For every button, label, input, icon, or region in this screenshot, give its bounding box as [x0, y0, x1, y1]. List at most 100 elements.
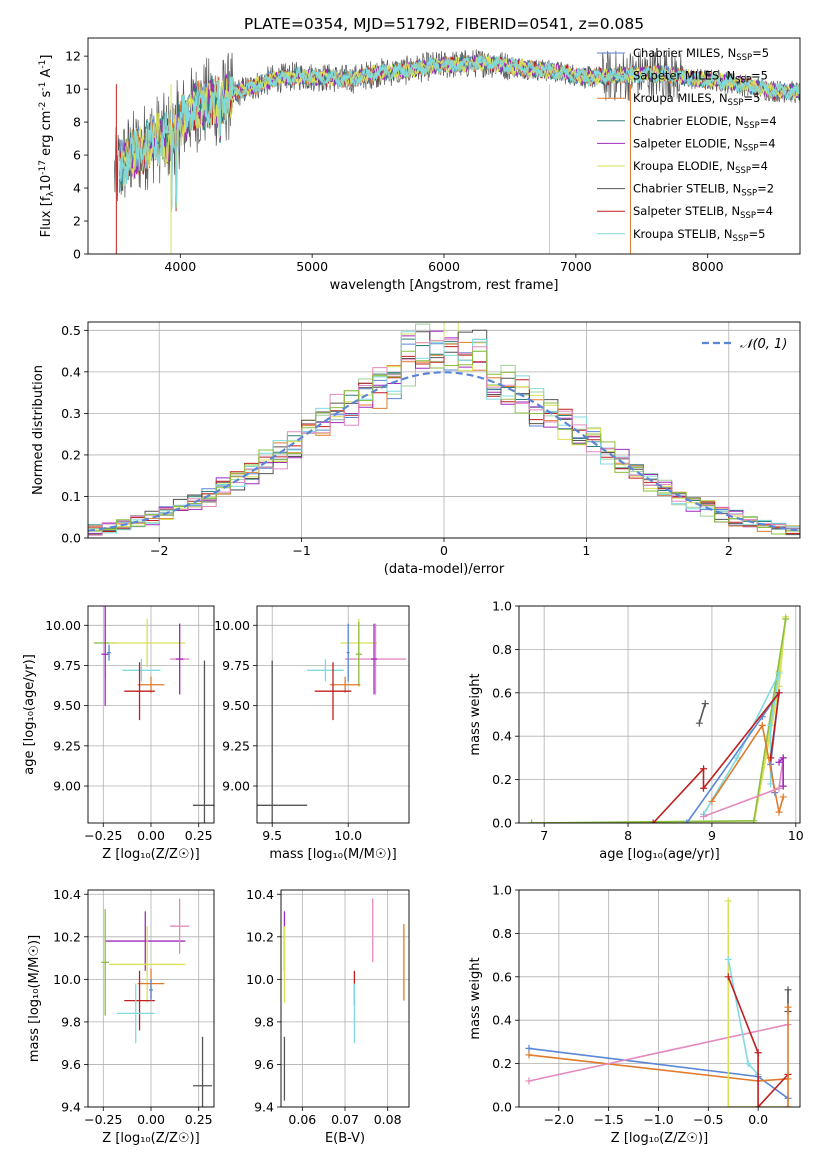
plot-area: [257, 618, 406, 823]
y-tick-label: 0.6: [492, 969, 512, 984]
x-tick-label: 0.25: [185, 828, 213, 843]
y-tick-label: 8: [73, 115, 81, 130]
x-tick-label: 8000: [692, 259, 724, 274]
y-tick-label: 0.2: [61, 447, 81, 462]
y-axis-label: Normed distribution: [31, 365, 46, 495]
axes-frame: [518, 605, 801, 824]
mass-weight-line: [528, 1023, 789, 1082]
x-tick-label: 2: [725, 543, 733, 558]
spectrum-line: [119, 53, 800, 209]
mass-weight-line: [531, 616, 787, 823]
x-tick-label: 10.0: [334, 828, 362, 843]
x-tick-label: 0.08: [374, 1112, 402, 1127]
y-tick-label: 9.00: [222, 779, 250, 794]
y-tick-label: 0.8: [492, 642, 512, 657]
y-tick-label: 0.8: [492, 926, 512, 941]
x-axis-label: Z [log₁₀(Z/Z☉)]: [102, 847, 199, 862]
y-tick-label: 0.4: [61, 364, 81, 379]
x-tick-label: 0.25: [185, 1112, 213, 1127]
y-tick-label: 9.8: [254, 1014, 274, 1029]
x-tick-label: 5000: [296, 259, 328, 274]
panel-mass_vs_ebv: 0.06 0.07 0.08 9.4 9.6 9.8 10.0 10.2 10.4 E(B-V): [246, 887, 410, 1146]
x-tick-label: 9: [708, 828, 716, 843]
mass-weight-marker: [683, 819, 691, 823]
y-tick-label: 12: [65, 49, 81, 64]
y-tick-label: 0.5: [61, 323, 81, 338]
data-point: [329, 676, 361, 693]
x-tick-label: 0.0: [748, 1112, 768, 1127]
x-tick-label: 0.06: [288, 1112, 316, 1127]
x-tick-label: −1.0: [643, 1112, 673, 1127]
y-tick-label: 9.8: [61, 1014, 81, 1029]
x-tick-label: 4000: [164, 259, 196, 274]
legend-entry: Salpeter STELIB, NSSP=4: [633, 204, 773, 221]
mass-weight-line: [727, 900, 788, 1107]
residual-histogram: [88, 331, 800, 534]
legend-entry: Chabrier STELIB, NSSP=2: [633, 182, 774, 199]
legend-entry: Salpeter ELODIE, NSSP=4: [633, 136, 776, 153]
mass-weight-marker: [744, 1060, 752, 1068]
legend-entry: Chabrier ELODIE, NSSP=4: [633, 114, 777, 131]
y-tick-label: 9.75: [222, 658, 250, 673]
data-point: [137, 676, 165, 693]
y-tick-label: 9.6: [254, 1057, 274, 1072]
data-point: [257, 660, 308, 823]
panel-mass_weight_vs_age: 7 8 9 10 0.0 0.2 0.4 0.6 0.8 1.0 age [log₁₀(age/yr…: [468, 599, 804, 863]
mass-weight-marker: [775, 689, 783, 697]
y-tick-label: 10.2: [246, 929, 274, 944]
panel-residuals: −2 −1 0 1 2 0.0 0.1 0.2 0.3 0.4 0.5 (data-model)/er…: [31, 321, 801, 577]
mass-weight-marker: [779, 754, 787, 762]
x-tick-label: 7000: [560, 259, 592, 274]
data-point: [149, 979, 153, 1001]
x-tick-label: 1: [582, 543, 590, 558]
y-tick-label: 10.0: [246, 972, 274, 987]
normal-reference-curve: [88, 371, 798, 532]
y-tick-label: 0.4: [492, 1013, 512, 1028]
mass-weight-marker: [754, 1049, 762, 1057]
mass-weight-marker: [724, 1103, 732, 1107]
legend-entry: Kroupa MILES, NSSP=5: [633, 91, 760, 108]
figure-title: PLATE=0354, MJD=51792, FIBERID=0541, z=0…: [244, 15, 644, 33]
x-axis-label: E(B-V): [325, 1131, 365, 1146]
data-point: [193, 660, 214, 823]
y-tick-label: 0.4: [492, 729, 512, 744]
x-tick-label: −1.5: [594, 1112, 624, 1127]
panel-mass_weight_vs_Z: −2.0 −1.5 −1.0 −0.5 0.0 0.0 0.2 0.4 0.6 0.8 1.0 Z […: [468, 883, 801, 1146]
y-tick-label: 2: [73, 214, 81, 229]
y-tick-label: 9.25: [222, 738, 250, 753]
mass-weight-line: [727, 976, 789, 1107]
y-tick-label: 9.00: [53, 779, 81, 794]
mass-weight-marker: [767, 721, 775, 729]
y-tick-label: 10.0: [53, 972, 81, 987]
mass-weight-marker: [782, 615, 790, 623]
mass-weight-marker: [775, 758, 783, 766]
mass-weight-marker: [525, 1044, 533, 1052]
y-tick-label: 10.4: [246, 887, 274, 902]
y-tick-label: 0.2: [492, 772, 512, 787]
y-tick-label: 10.2: [53, 929, 81, 944]
panel-mass_vs_Z: −0.25 0.00 0.25 9.4 9.6 9.8 10.0 10.2 10.4 Z [log…: [27, 887, 215, 1146]
plot-area: [114, 49, 800, 254]
x-tick-label: 10: [788, 828, 804, 843]
legend: Chabrier MILES, NSSP=5 Salpeter MILES, NS…: [597, 46, 777, 244]
mass-weight-marker: [733, 754, 741, 762]
x-tick-label: 0.00: [137, 828, 165, 843]
data-point: [101, 909, 109, 1016]
legend-entry: Kroupa STELIB, NSSP=5: [633, 227, 765, 244]
mass-weight-marker: [525, 1051, 533, 1059]
mass-weight-marker: [754, 1103, 762, 1107]
y-tick-label: 9.50: [222, 698, 250, 713]
spectrum-line: [119, 54, 800, 194]
mass-weight-marker: [750, 817, 758, 823]
plot-area: [525, 897, 792, 1107]
y-tick-label: 10: [65, 82, 81, 97]
data-point: [124, 970, 155, 1031]
y-tick-label: 4: [73, 181, 81, 196]
mass-weight-marker: [784, 1103, 792, 1107]
panel-spectrum: 4000 5000 6000 7000 8000 0 2 4 6 8 10 12 wavelength …: [38, 37, 801, 293]
mass-weight-marker: [775, 808, 783, 816]
y-tick-label: 9.25: [53, 738, 81, 753]
mass-weight-marker: [525, 1077, 533, 1085]
plot-area: [283, 898, 405, 1101]
y-tick-label: 1.0: [492, 883, 512, 898]
